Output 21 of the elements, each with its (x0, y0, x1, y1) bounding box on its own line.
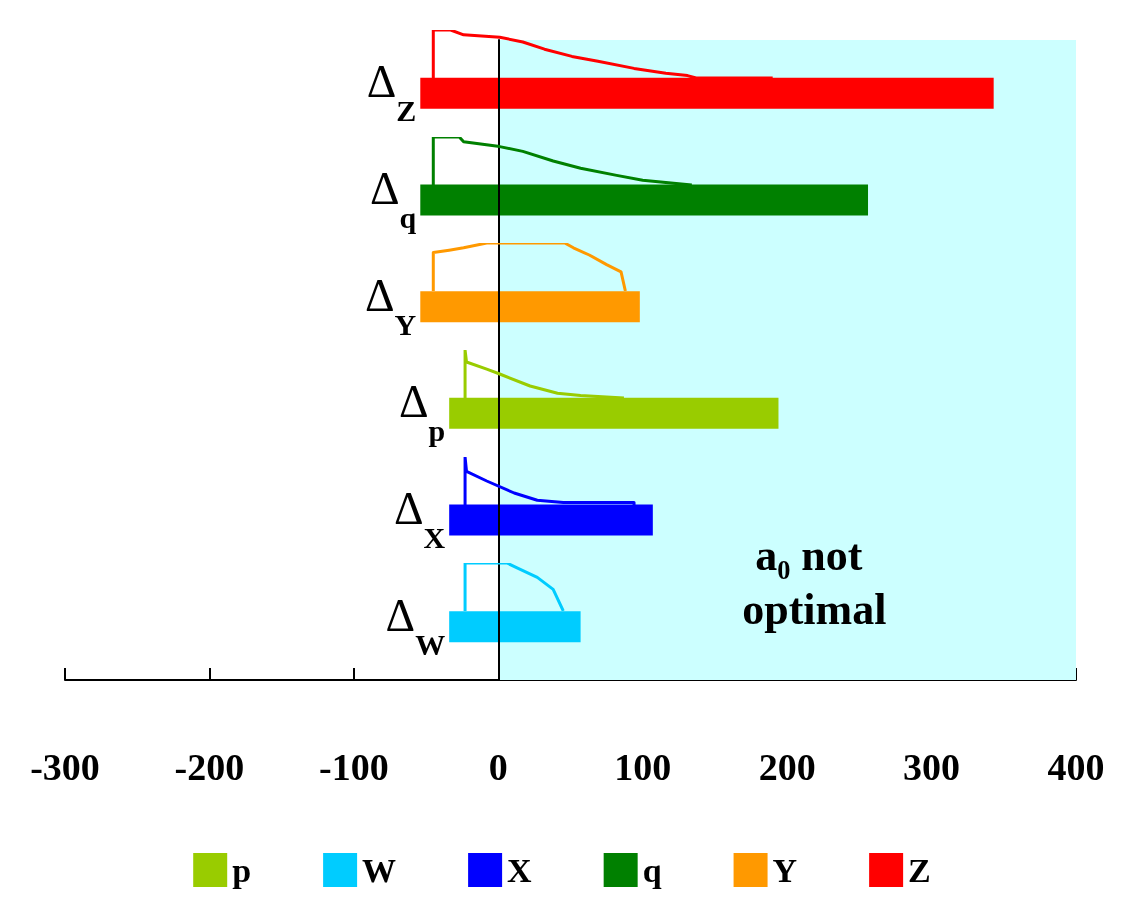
y-tick-label: Δ$_{X}$ (393, 483, 446, 554)
legend-label: W (362, 851, 397, 889)
x-tick-label: -100 (319, 746, 389, 788)
x-tick-label: 300 (903, 746, 961, 788)
legend-label: p (232, 851, 252, 889)
legend-label: q (642, 851, 662, 889)
x-tick-label: -200 (174, 746, 245, 788)
y-tick-label: Δ$_{W}$ (385, 589, 446, 661)
x-tick-label: 100 (614, 746, 672, 788)
x-tick-label: 400 (1047, 746, 1105, 788)
y-tick-label: Δ$_{q}$ (370, 163, 417, 234)
y-tick-label: Δ$_{p}$ (398, 376, 446, 448)
x-tick-label: 200 (758, 746, 816, 788)
legend-label: Y (772, 851, 798, 889)
y-tick-label: Δ$_{Z}$ (366, 56, 417, 128)
legend-label: X (507, 851, 533, 889)
legend-label: Z (908, 851, 931, 889)
band-label: a₀ not optimal (742, 530, 887, 634)
x-tick-label: 0 (488, 746, 508, 788)
x-tick-label: -300 (30, 746, 100, 788)
y-tick-label: Δ$_{Y}$ (365, 269, 417, 341)
